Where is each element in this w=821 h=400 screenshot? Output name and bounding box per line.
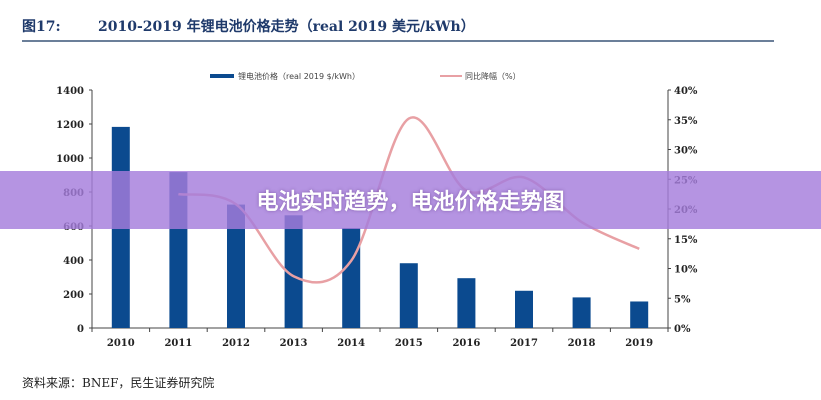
bar-2014: [342, 228, 361, 328]
right-tick-label: 10%: [674, 265, 698, 276]
bar-2016: [457, 278, 476, 328]
source-note: 资料来源：BNEF，民生证券研究院: [22, 376, 215, 390]
bar-2019: [630, 301, 649, 328]
x-tick-label: 2013: [280, 338, 308, 349]
legend-bar-label: 锂电池价格（real 2019 $/kWh）: [238, 71, 360, 81]
right-tick-label: 0%: [674, 324, 691, 335]
right-tick-label: 15%: [674, 235, 698, 246]
right-tick-label: 5%: [674, 294, 691, 305]
right-tick-label: 35%: [674, 116, 698, 127]
bar-2018: [572, 297, 591, 328]
x-tick-label: 2014: [337, 338, 365, 349]
overlay-banner: 电池实时趋势，电池价格走势图: [0, 171, 821, 229]
legend-bar-swatch: [210, 74, 234, 78]
left-tick-label: 1000: [56, 154, 84, 165]
x-tick-label: 2016: [452, 338, 480, 349]
left-tick-label: 1200: [56, 120, 84, 131]
x-tick-label: 2012: [222, 338, 250, 349]
x-tick-label: 2015: [395, 338, 423, 349]
x-tick-label: 2011: [164, 338, 192, 349]
x-tick-label: 2010: [107, 338, 135, 349]
right-tick-label: 40%: [674, 86, 698, 97]
title-divider: [22, 40, 774, 42]
left-tick-label: 200: [63, 290, 84, 301]
chart-title: 图17: 2010-2019 年锂电池价格走势（real 2019 美元/kWh）: [22, 16, 475, 36]
bar-2012: [227, 204, 245, 328]
left-tick-label: 400: [63, 256, 84, 267]
left-tick-label: 1400: [56, 86, 84, 97]
bar-2015: [399, 263, 418, 328]
left-tick-label: 0: [77, 324, 84, 335]
legend-line-label: 同比降幅（%）: [465, 71, 521, 81]
right-tick-label: 30%: [674, 146, 698, 157]
banner-text: 电池实时趋势，电池价格走势图: [256, 190, 565, 215]
x-tick-label: 2018: [568, 338, 596, 349]
x-tick-label: 2019: [625, 338, 653, 349]
bar-2013: [284, 215, 303, 328]
figure-label: 图17:: [22, 19, 61, 35]
bar-2017: [515, 290, 533, 328]
x-tick-label: 2017: [510, 338, 538, 349]
title-text: 2010-2019 年锂电池价格走势（real 2019 美元/kWh）: [98, 19, 475, 35]
